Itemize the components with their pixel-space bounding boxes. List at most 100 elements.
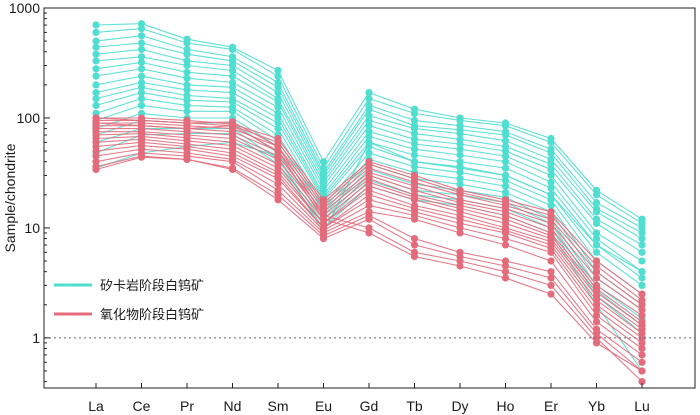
data-point <box>137 101 146 109</box>
data-point <box>501 268 510 276</box>
data-point <box>183 74 191 82</box>
data-point <box>456 116 464 124</box>
data-point <box>410 140 419 148</box>
data-point <box>547 274 555 282</box>
data-point <box>137 32 146 40</box>
data-point <box>592 241 601 249</box>
data-point <box>592 311 601 319</box>
data-point <box>183 119 191 127</box>
data-point <box>410 116 419 124</box>
x-tick-label-Tb: Tb <box>406 398 423 414</box>
data-point <box>92 95 100 103</box>
data-point <box>456 262 464 270</box>
data-point <box>92 147 100 155</box>
data-point <box>456 130 464 138</box>
data-point <box>456 180 464 188</box>
data-point <box>547 248 555 256</box>
data-point <box>456 229 464 237</box>
data-point <box>592 191 601 199</box>
data-point <box>547 290 555 298</box>
data-point <box>92 37 100 45</box>
data-point <box>638 344 646 353</box>
data-point <box>456 140 464 148</box>
data-point <box>638 268 646 276</box>
data-point <box>365 229 373 237</box>
data-point <box>92 81 100 89</box>
x-tick-label-La: La <box>88 398 104 414</box>
data-point <box>638 248 646 256</box>
data-point <box>592 208 601 216</box>
data-point <box>183 155 191 163</box>
data-point <box>547 178 555 186</box>
data-point <box>410 215 419 223</box>
y-tick-label: 1 <box>32 330 40 346</box>
data-point <box>137 116 146 124</box>
data-point <box>365 89 373 97</box>
data-point <box>137 39 146 47</box>
y-axis-ticks: 1 10 100 1000 <box>9 0 50 383</box>
data-point <box>274 196 282 204</box>
data-point <box>547 149 555 157</box>
data-point <box>92 43 100 51</box>
data-point <box>365 149 373 157</box>
data-point <box>638 334 646 342</box>
data-point <box>592 268 601 276</box>
data-point <box>456 145 464 153</box>
data-point <box>228 98 237 106</box>
data-point <box>501 171 510 179</box>
data-point <box>638 367 646 375</box>
data-point <box>274 114 282 122</box>
data-point <box>547 191 555 199</box>
data-point <box>547 171 555 179</box>
data-point <box>365 105 373 113</box>
y-tick-label: 1000 <box>9 0 40 16</box>
data-point <box>410 163 419 171</box>
data-point <box>228 89 237 97</box>
data-point <box>547 224 555 232</box>
data-point <box>365 138 373 146</box>
data-point <box>501 182 510 190</box>
data-point <box>547 160 555 168</box>
x-tick-label-Pr: Pr <box>180 398 194 414</box>
data-point <box>592 219 601 227</box>
data-point <box>410 158 419 166</box>
x-tick-label-Ho: Ho <box>497 398 515 414</box>
data-point <box>365 122 373 130</box>
data-point <box>501 122 510 130</box>
data-point <box>638 274 646 282</box>
data-point <box>501 235 510 243</box>
data-point <box>501 274 510 282</box>
data-point <box>274 89 282 97</box>
data-point <box>274 191 282 199</box>
data-point <box>137 25 146 33</box>
data-point <box>92 57 100 65</box>
data-point <box>319 215 328 223</box>
data-point <box>501 176 510 185</box>
data-point <box>592 339 601 347</box>
data-point <box>638 290 646 298</box>
data-point <box>456 164 464 172</box>
x-tick-label-Yb: Yb <box>588 398 605 414</box>
data-point <box>183 125 191 133</box>
x-tick-label-Lu: Lu <box>634 398 650 414</box>
data-point <box>638 241 646 249</box>
data-point <box>501 262 510 270</box>
data-point <box>547 184 555 192</box>
series-group-1 <box>92 114 646 386</box>
data-point <box>183 68 191 76</box>
data-point <box>410 109 419 117</box>
data-point <box>410 196 419 204</box>
data-point <box>501 137 510 145</box>
data-point <box>137 72 146 80</box>
data-point <box>456 151 464 159</box>
x-tick-label-Gd: Gd <box>360 398 379 414</box>
data-point <box>274 66 282 75</box>
x-axis-ticks: La Ce Pr Nd Sm Eu Gd Tb Dy Ho Er Yb Lu <box>88 383 650 414</box>
data-point <box>592 306 601 314</box>
data-point <box>183 107 191 115</box>
data-point <box>592 248 601 256</box>
data-point <box>228 158 237 166</box>
data-point <box>92 152 100 160</box>
data-point <box>547 165 555 174</box>
data-point <box>365 191 373 199</box>
